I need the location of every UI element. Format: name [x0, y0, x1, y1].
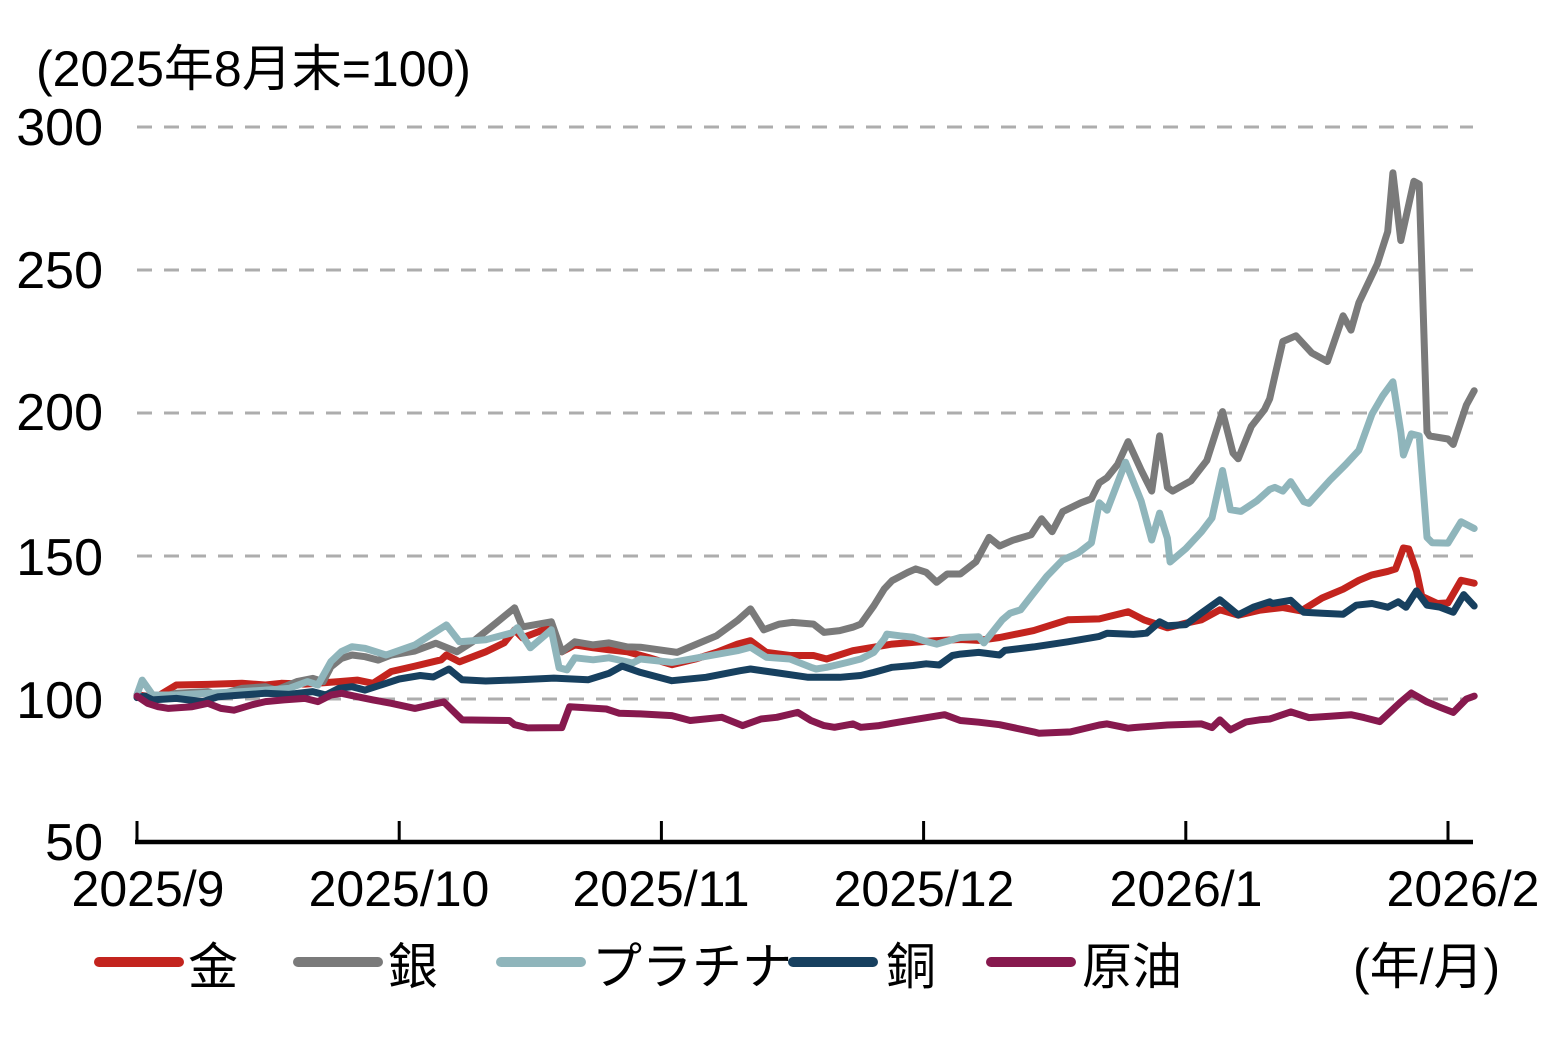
legend-swatch-platinum: [496, 957, 586, 967]
y-tick-label-50: 50: [45, 814, 103, 872]
chart-title: (2025年8月末=100): [36, 41, 471, 97]
y-tick-label-250: 250: [16, 242, 103, 300]
y-tick-label-100: 100: [16, 672, 103, 730]
legend-label-gold: 金: [188, 939, 238, 995]
legend: 金 銀 プラチナ 銅 原油 (年/月): [94, 939, 1500, 995]
series-line-copper: [133, 587, 1478, 706]
legend-label-copper: 銅: [886, 939, 936, 995]
legend-swatch-crude-oil: [986, 957, 1076, 967]
legend-swatch-silver: [293, 957, 383, 967]
legend-label-platinum: プラチナ: [592, 939, 792, 995]
x-tick-label-2026-2: 2026/2: [1387, 861, 1540, 917]
legend-swatch-copper: [788, 957, 878, 967]
x-tick-label-2025-11: 2025/11: [572, 861, 749, 917]
gridlines: [137, 125, 1473, 701]
series-line-silver: [133, 169, 1478, 702]
y-tick-label-300: 300: [16, 99, 103, 157]
series-line-gold: [133, 544, 1478, 702]
legend-label-crude-oil: 原油: [1082, 939, 1182, 995]
series-line-platinum: [133, 378, 1478, 699]
y-tick-label-200: 200: [16, 384, 103, 442]
series-lines: [133, 169, 1478, 737]
y-tick-label-150: 150: [16, 529, 103, 587]
x-tick-label-2026-1: 2026/1: [1110, 861, 1263, 917]
legend-swatch-gold: [94, 957, 184, 967]
x-tick-label-2025-9: 2025/9: [72, 861, 225, 917]
x-axis: [135, 821, 1473, 845]
x-axis-unit-label: (年/月): [1353, 939, 1500, 995]
legend-label-silver: 銀: [388, 939, 438, 995]
series-line-crude_oil: [133, 689, 1478, 737]
x-tick-label-2025-12: 2025/12: [834, 861, 1015, 917]
x-tick-label-2025-10: 2025/10: [309, 861, 490, 917]
